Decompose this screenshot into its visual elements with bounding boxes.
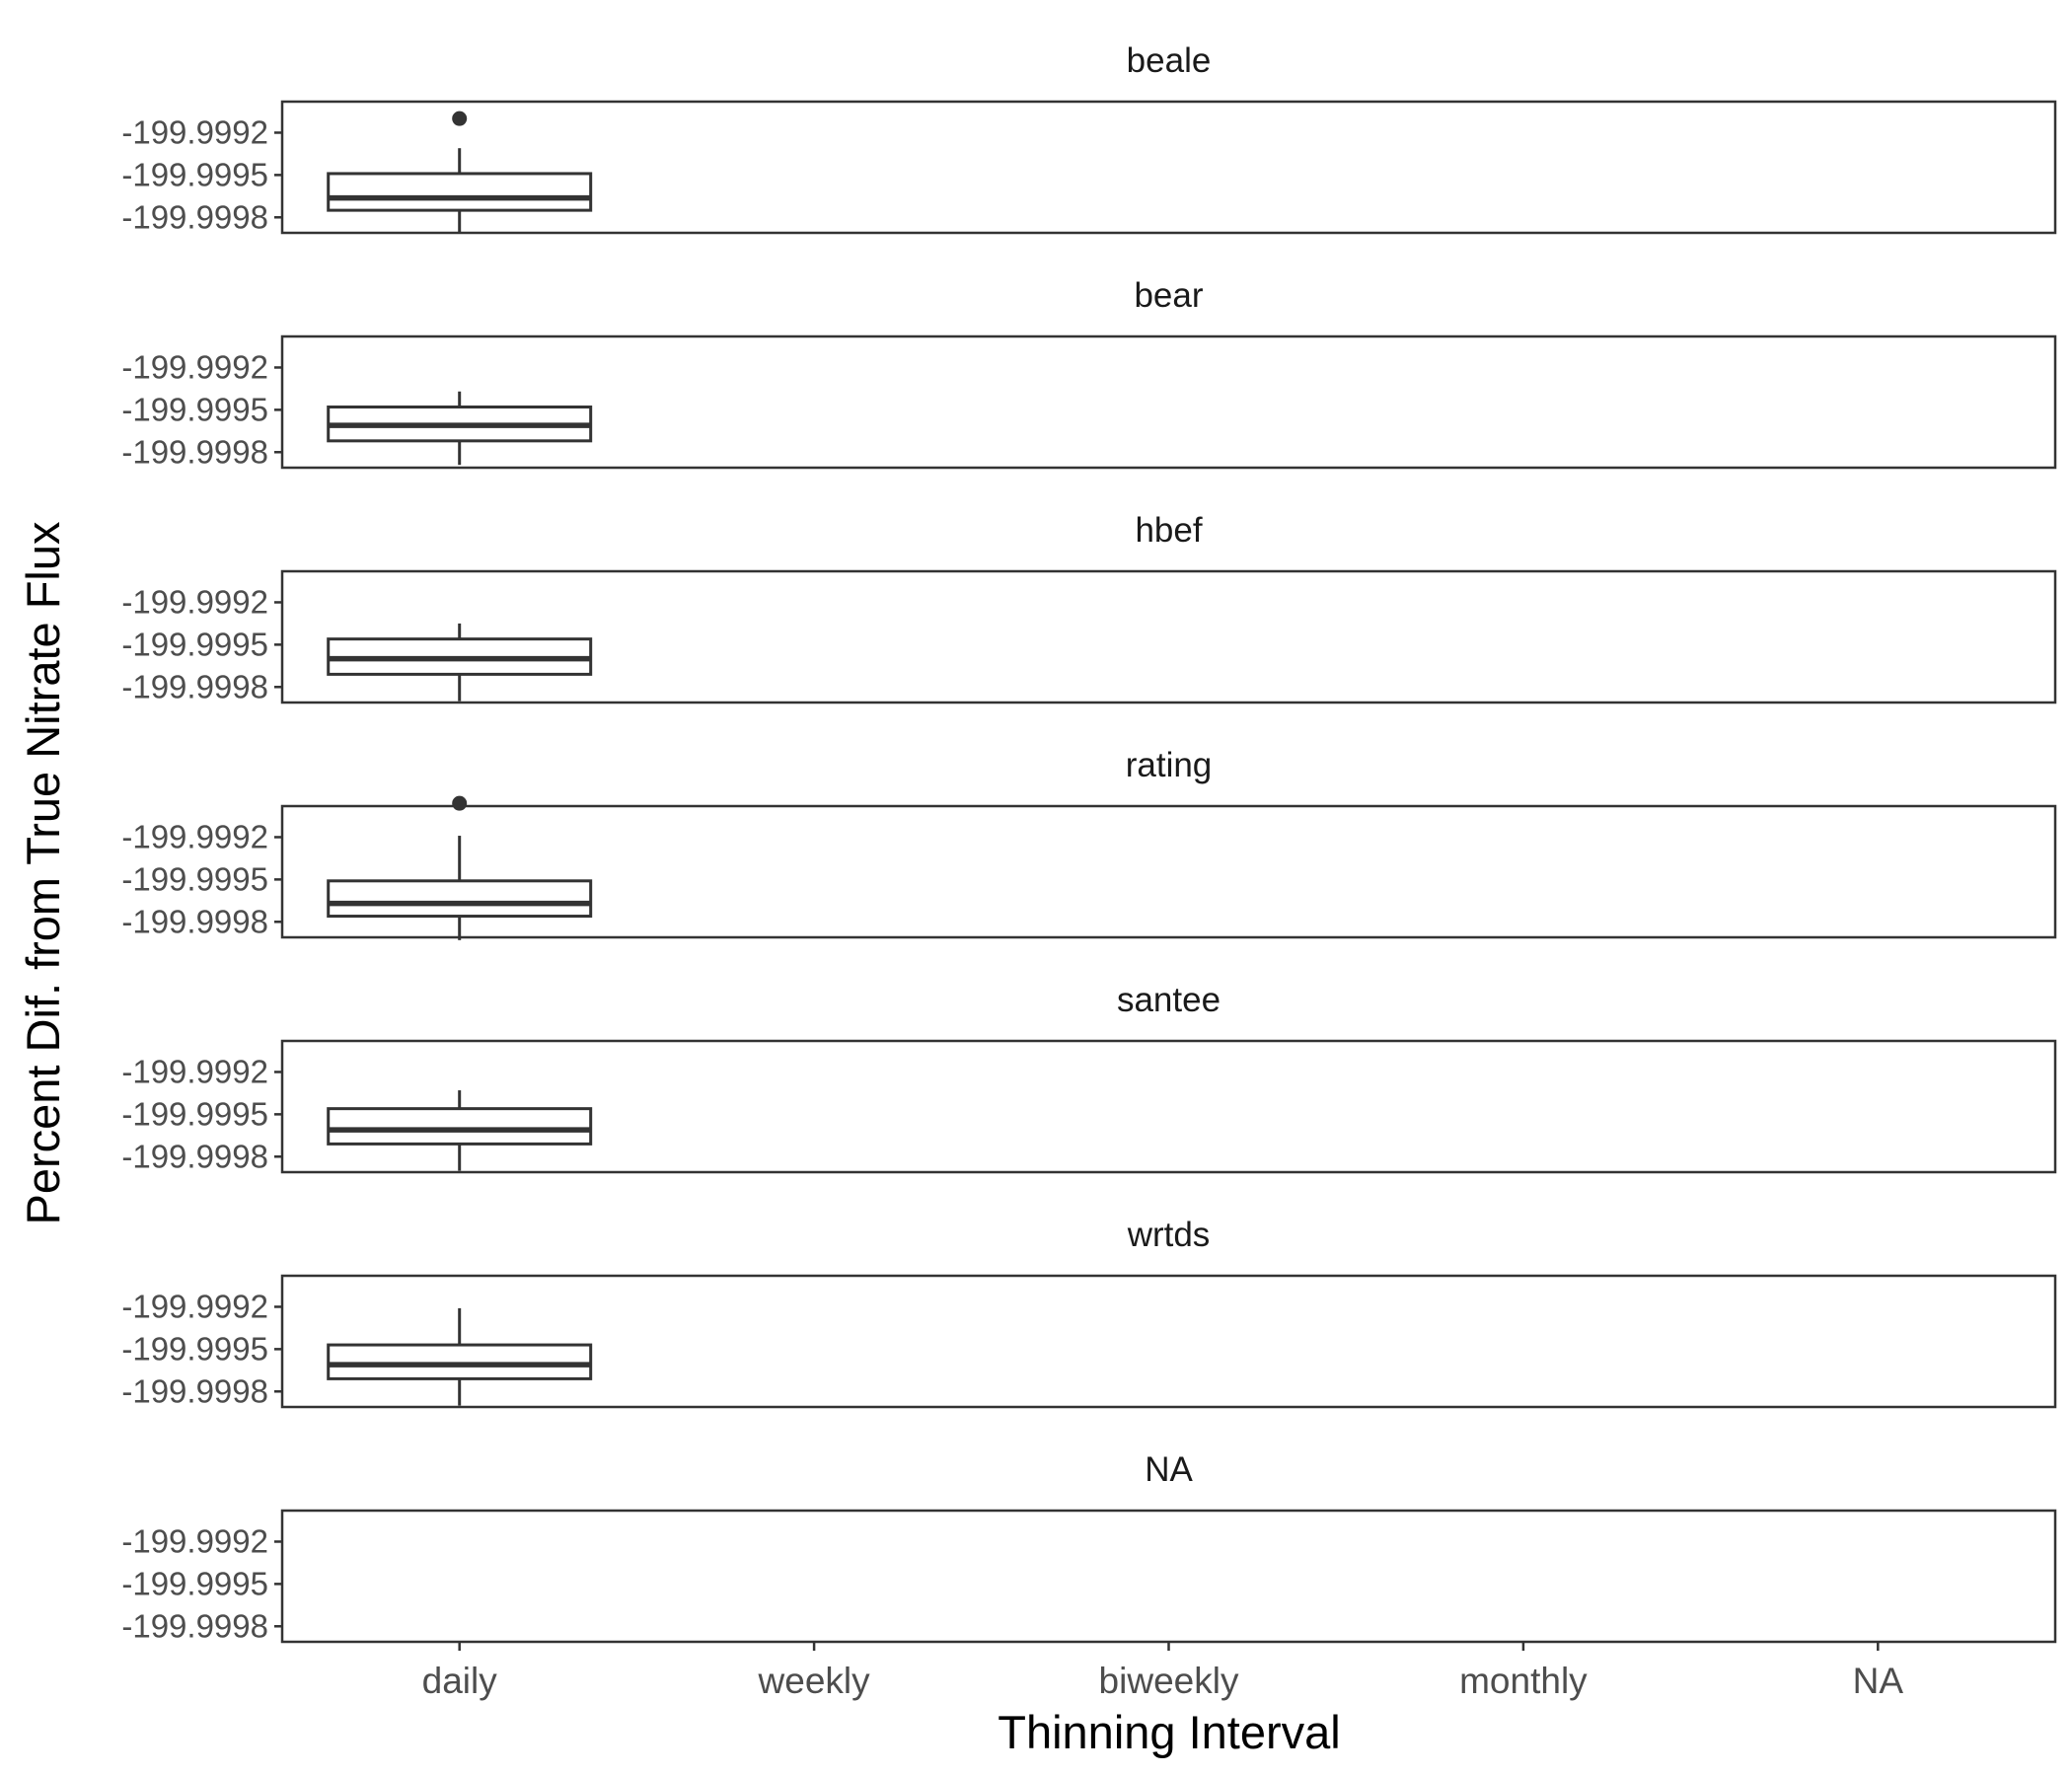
y-tick-label: -199.9992 [121, 583, 268, 620]
facet-strip-label: rating [1126, 746, 1213, 784]
y-tick-label: -199.9995 [121, 156, 268, 192]
x-tick-label: NA [1853, 1661, 1904, 1701]
panel-border [280, 100, 2057, 235]
y-tick-label: -199.9995 [121, 1095, 268, 1132]
panel-border [280, 804, 2057, 939]
box-daily [327, 623, 593, 702]
panel-border [280, 1039, 2057, 1174]
x-tick-label: biweekly [1099, 1661, 1239, 1701]
facet-panel-rating: rating -199.9992 -199.9995 -199.9998 [121, 746, 2057, 940]
y-tick-label: -199.9995 [121, 860, 268, 897]
facet-strip-label: santee [1117, 981, 1221, 1019]
x-tick-label: daily [422, 1661, 498, 1701]
box-iqr [327, 1107, 593, 1146]
y-tick-label: -199.9992 [121, 1288, 268, 1324]
y-tick-label: -199.9995 [121, 1330, 268, 1367]
facet-panels: beale -199.9992 -199.9995 -199.9998 bear -199… [121, 41, 2057, 1644]
facet-panel-beale: beale -199.9992 -199.9995 -199.9998 [121, 41, 2057, 235]
facet-strip-label: hbef [1135, 511, 1202, 550]
facet-panel-bear: bear -199.9992 -199.9995 -199.9998 [121, 276, 2057, 470]
facet-strip-label: beale [1127, 41, 1212, 80]
facet-strip-label: bear [1134, 276, 1203, 315]
y-tick-label: -199.9992 [121, 818, 268, 854]
facet-panel-hbef: hbef -199.9992 -199.9995 -199.9998 [121, 511, 2057, 704]
facet-panel-NA: NA -199.9992 -199.9995 -199.9998 [121, 1450, 2057, 1644]
box-daily [327, 795, 593, 940]
facet-panel-wrtds: wrtds -199.9992 -199.9995 -199.9998 [121, 1216, 2057, 1409]
box-iqr [327, 879, 593, 919]
x-axis: daily weekly biweekly monthly NA [422, 1642, 1904, 1701]
facet-panel-santee: santee -199.9992 -199.9995 -199.9998 [121, 981, 2057, 1174]
y-tick-label: -199.9992 [121, 113, 268, 150]
facet-strip-label: NA [1145, 1450, 1193, 1489]
panel-border [280, 569, 2057, 704]
panel-border [280, 1274, 2057, 1409]
y-tick-label: -199.9992 [121, 1522, 268, 1559]
outlier-point [452, 795, 468, 811]
y-tick-label: -199.9998 [121, 433, 268, 470]
y-tick-label: -199.9998 [121, 1607, 268, 1644]
y-tick-label: -199.9998 [121, 668, 268, 704]
box-iqr [327, 172, 593, 212]
y-tick-label: -199.9998 [121, 1372, 268, 1409]
box-iqr [327, 1343, 593, 1380]
y-tick-label: -199.9995 [121, 391, 268, 427]
panel-border [280, 334, 2057, 470]
box-daily [327, 1090, 593, 1171]
y-tick-label: -199.9998 [121, 903, 268, 939]
y-tick-label: -199.9998 [121, 198, 268, 235]
x-axis-title: Thinning Interval [998, 1706, 1340, 1758]
x-tick-label: monthly [1459, 1661, 1588, 1701]
box-daily [327, 1307, 593, 1406]
y-tick-label: -199.9998 [121, 1138, 268, 1174]
box-daily [327, 111, 593, 233]
y-tick-label: -199.9995 [121, 626, 268, 662]
outlier-point [452, 111, 468, 126]
y-tick-label: -199.9995 [121, 1565, 268, 1601]
x-tick-label: weekly [758, 1661, 871, 1701]
box-daily [327, 391, 593, 466]
y-tick-label: -199.9992 [121, 1053, 268, 1089]
facet-strip-label: wrtds [1127, 1216, 1211, 1254]
panel-border [280, 1509, 2057, 1644]
y-axis-title: Percent Dif. from True Nitrate Flux [17, 521, 69, 1224]
y-tick-label: -199.9992 [121, 348, 268, 385]
